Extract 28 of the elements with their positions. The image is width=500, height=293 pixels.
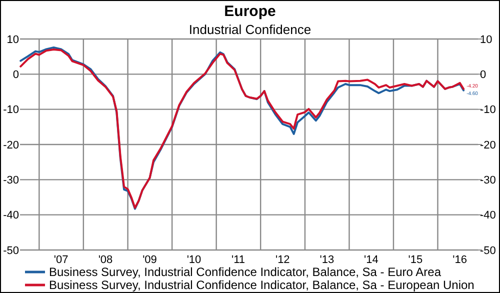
chart-title: Europe	[224, 3, 276, 20]
y-tick-label: -10	[3, 104, 19, 116]
x-tick-label: '16	[452, 254, 467, 266]
y-tick-label: 0	[12, 69, 19, 82]
x-tick-label: '14	[364, 254, 378, 266]
y2-tick-label: -30	[480, 174, 496, 187]
x-tick-label: '07	[54, 254, 68, 266]
y2-tick-label: 0	[480, 69, 486, 82]
y-tick-label: 10	[6, 34, 19, 46]
x-tick-label: '08	[98, 254, 113, 266]
x-tick-label: '09	[142, 254, 157, 266]
y-tick-label: -50	[3, 244, 19, 257]
y-tick-label: -40	[3, 210, 19, 222]
legend-label: Business Survey, Industrial Confidence Indicator, Balance, Sa - European Union	[49, 278, 474, 292]
y2-tick-label: -40	[480, 210, 496, 222]
y2-tick-label: -20	[480, 139, 496, 152]
y-tick-label: -20	[3, 139, 19, 152]
y2-tick-label: 10	[480, 34, 492, 46]
x-tick-label: '12	[275, 254, 290, 266]
chart-subtitle: Industrial Confidence	[188, 22, 312, 37]
y2-tick-label: -50	[480, 244, 496, 257]
y-tick-label: -30	[3, 174, 19, 187]
legend-label: Business Survey, Industrial Confidence Indicator, Balance, Sa - Euro Area	[49, 265, 442, 280]
x-tick-label: '15	[408, 254, 423, 266]
x-tick-label: '13	[320, 254, 334, 266]
y2-tick-label: -10	[480, 104, 496, 116]
x-tick-label: '11	[232, 254, 246, 266]
x-tick-label: '10	[186, 254, 202, 266]
